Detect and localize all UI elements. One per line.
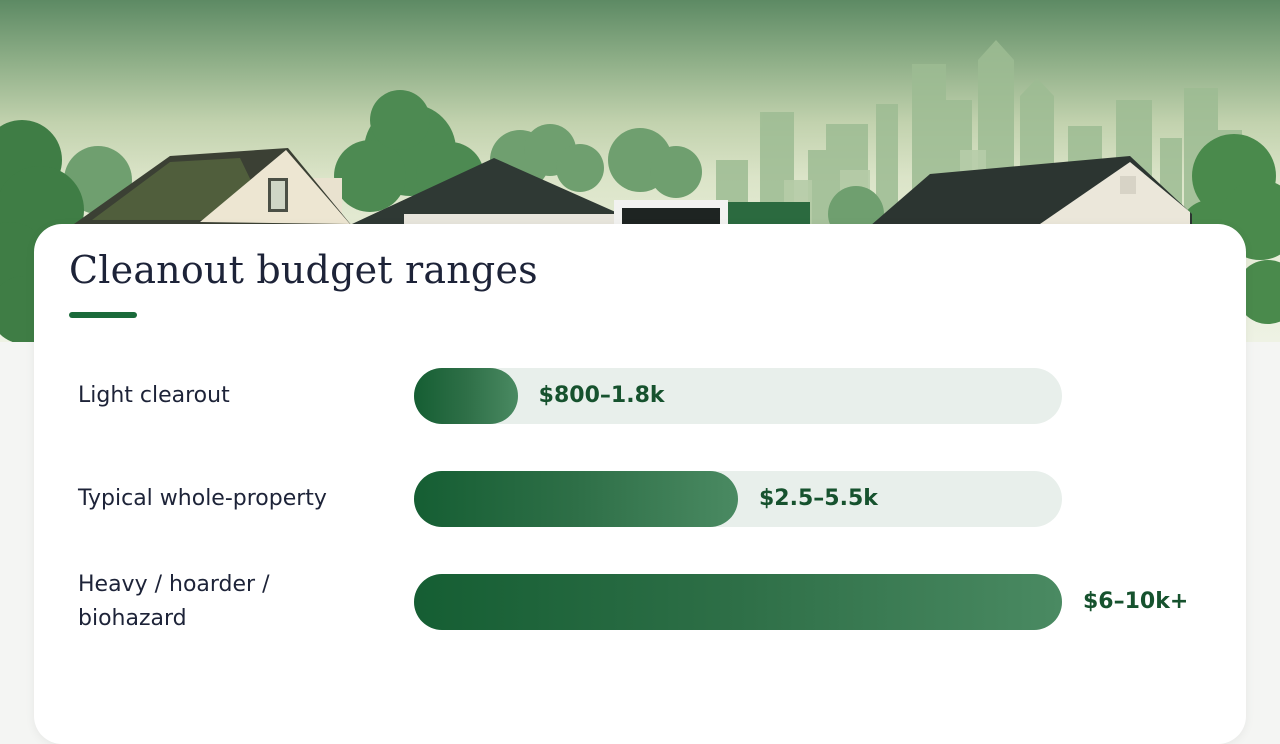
bar-category-label: Heavy / hoarder / biohazard: [78, 572, 270, 631]
bar-category-label: Typical whole-property: [78, 486, 327, 511]
bar: [414, 574, 1062, 630]
bar-track: [414, 471, 1062, 527]
bar: [414, 368, 518, 424]
bar: [414, 471, 738, 527]
budget-card: Cleanout budget ranges Light clearout $80…: [34, 224, 1246, 744]
title-accent-rule: [69, 312, 137, 318]
bar-value-label: $2.5–5.5k: [759, 486, 878, 511]
bar-row: Light clearout $800–1.8k: [34, 368, 1246, 424]
bar-value-label: $800–1.8k: [538, 383, 665, 408]
bar-track: [414, 574, 1062, 630]
card-title: Cleanout budget ranges: [69, 248, 538, 292]
bar-row: Heavy / hoarder / biohazard $6–10k+: [34, 572, 1246, 631]
bar-value-label: $6–10k+: [1083, 589, 1189, 614]
bar-track: [414, 368, 1062, 424]
bar-row: Typical whole-property $2.5–5.5k: [34, 471, 1246, 527]
bar-category-label: Light clearout: [78, 383, 230, 408]
